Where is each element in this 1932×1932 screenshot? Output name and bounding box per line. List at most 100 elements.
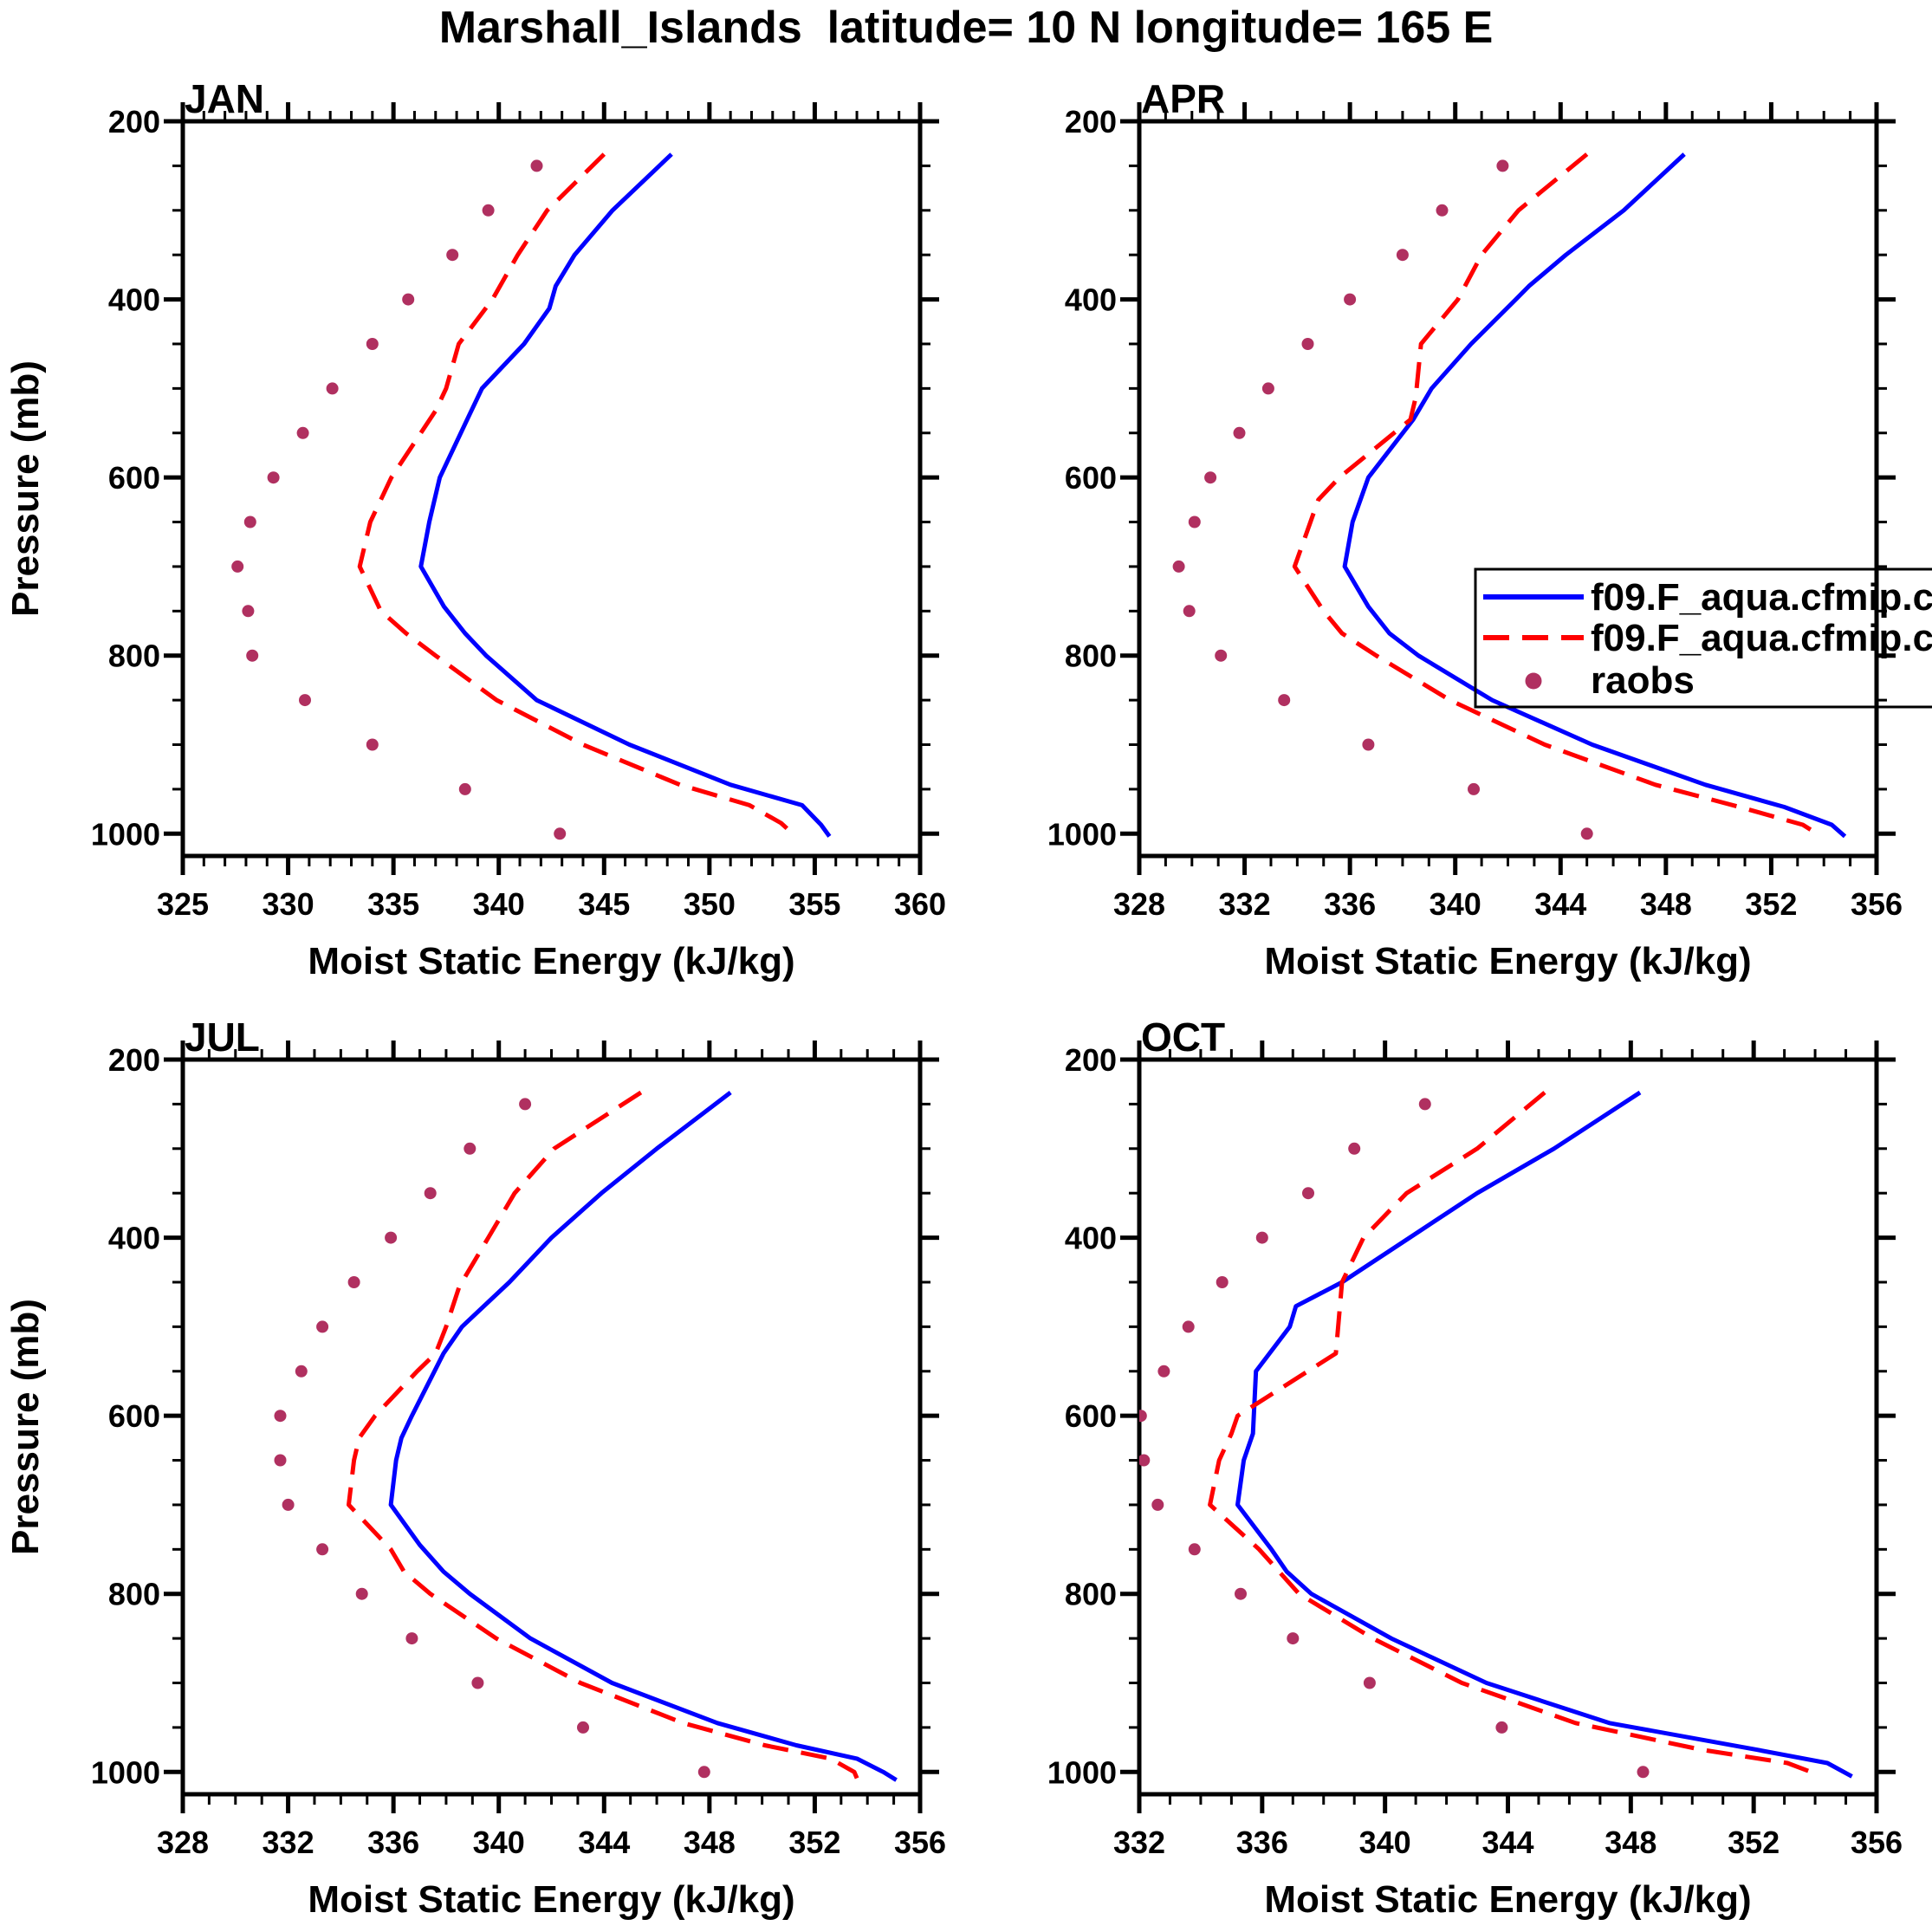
y-tick-label: 1000 [91, 816, 160, 852]
raobs-dot [1172, 560, 1185, 573]
x-tick-label: 355 [788, 886, 840, 922]
raobs-dot [1637, 1766, 1650, 1779]
raobs-dot [385, 1231, 398, 1244]
raobs-dot [242, 605, 255, 618]
legend-entry-label: f09.F_aqua.cfmip.cf [1591, 576, 1932, 619]
x-axis-title: Moist Static Energy (kJ/kg) [308, 1878, 794, 1921]
raobs-dot [519, 1098, 532, 1111]
x-tick-label: 356 [894, 1825, 946, 1860]
panel-month-label: APR [1141, 76, 1225, 121]
raobs-dot [1302, 1187, 1314, 1200]
x-tick-label: 356 [1851, 1825, 1903, 1860]
raobs-dot [1204, 471, 1217, 484]
raobs-dot [1363, 1676, 1376, 1689]
raobs-dot [1235, 1587, 1247, 1600]
raobs-dot [1261, 382, 1274, 395]
x-tick-label: 340 [1359, 1825, 1411, 1860]
legend-entry-label: raobs [1591, 659, 1695, 702]
raobs-dot [1183, 605, 1196, 618]
x-tick-label: 348 [1605, 1825, 1656, 1860]
panel-jan: 325 330 335 340 345 350 355 360 200 400 600 800 1000… [4, 76, 946, 982]
legend-box [1474, 567, 1932, 709]
x-tick-label: 350 [684, 886, 736, 922]
x-tick-label: 336 [1236, 1825, 1288, 1860]
legend: f09.F_aqua.cfmip.cff09.F_aqua.cfmip.cfra… [1474, 567, 1932, 709]
y-tick-label: 600 [1065, 460, 1117, 496]
y-tick-label: 600 [108, 460, 160, 496]
raobs-dot [1580, 827, 1593, 840]
x-axis-title: Moist Static Energy (kJ/kg) [1264, 940, 1751, 982]
x-tick-label: 332 [263, 1825, 314, 1860]
x-tick-label: 325 [157, 886, 209, 922]
y-axis-title: Pressure (mb) [4, 360, 47, 617]
panel-month-label: OCT [1141, 1015, 1225, 1060]
panel-month-label: JUL [185, 1015, 260, 1060]
model2-curve [1208, 1091, 1819, 1777]
model1-curve [388, 1091, 898, 1782]
axis-ticks [164, 1041, 939, 1813]
raobs-dot [1182, 1320, 1195, 1333]
x-tick-label: 340 [1430, 886, 1481, 922]
raobs-dot [274, 1410, 287, 1423]
figure-title: Marshall_Islands latitude= 10 N longitud… [438, 3, 1494, 53]
raobs-dot [231, 560, 244, 573]
plot-frame [1137, 1057, 1879, 1797]
y-tick-label: 1000 [1047, 816, 1117, 852]
y-tick-label: 800 [1065, 1577, 1117, 1612]
x-tick-label: 336 [1324, 886, 1376, 922]
x-tick-label: 330 [263, 886, 314, 922]
x-axis-title: Moist Static Energy (kJ/kg) [308, 940, 794, 982]
raobs-dot [1278, 694, 1291, 707]
y-tick-label: 200 [108, 1042, 160, 1078]
raobs-dot [482, 204, 495, 217]
y-tick-label: 1000 [1047, 1754, 1117, 1790]
raobs-dot [697, 1766, 710, 1779]
model1-curve [418, 152, 832, 838]
raobs-dot [1151, 1498, 1164, 1511]
raobs-dot [347, 1276, 360, 1288]
y-tick-label: 200 [1065, 104, 1117, 139]
x-tick-label: 345 [578, 886, 630, 922]
y-tick-label: 200 [1065, 1042, 1117, 1078]
raobs-dot [267, 471, 280, 484]
x-tick-label: 328 [1113, 886, 1165, 922]
x-tick-label: 352 [1728, 1825, 1780, 1860]
raobs-dot [355, 1587, 368, 1600]
raobs-dot [1233, 426, 1246, 439]
raobs-dot [299, 694, 311, 707]
raobs-dot [1496, 159, 1509, 172]
raobs-dot [1287, 1632, 1300, 1645]
plot-frame [180, 119, 923, 859]
raobs-dot [464, 1142, 477, 1155]
raobs-dot [1344, 293, 1357, 306]
raobs-dot [1348, 1142, 1361, 1155]
panel-jul: 328 332 336 340 344 348 352 356 200 400 600 800 1000… [4, 1015, 946, 1921]
raobs-dot [1396, 249, 1409, 262]
model2-curve [357, 152, 795, 837]
raobs-dot [1495, 1721, 1508, 1734]
x-tick-label: 356 [1851, 886, 1903, 922]
y-tick-label: 400 [1065, 282, 1117, 318]
raobs-dot [1362, 738, 1375, 751]
x-tick-label: 348 [684, 1825, 736, 1860]
x-tick-label: 336 [367, 1825, 419, 1860]
raobs-dot [577, 1721, 589, 1734]
plot-frame [1137, 119, 1879, 859]
y-tick-label: 600 [108, 1398, 160, 1434]
raobs-dot [316, 1543, 329, 1556]
x-tick-label: 352 [788, 1825, 840, 1860]
model2-curve [347, 1090, 859, 1780]
raobs-dot [243, 515, 256, 528]
y-tick-label: 600 [1065, 1398, 1117, 1434]
raobs-dots [1139, 1098, 1650, 1779]
raobs-dot [1157, 1365, 1170, 1378]
y-tick-label: 200 [108, 104, 160, 139]
panel-month-label: JAN [185, 76, 264, 121]
raobs-dot [366, 738, 379, 751]
raobs-dot [326, 382, 339, 395]
axis-ticks [1120, 1041, 1896, 1813]
x-tick-label: 344 [578, 1825, 630, 1860]
y-tick-label: 400 [108, 1221, 160, 1256]
